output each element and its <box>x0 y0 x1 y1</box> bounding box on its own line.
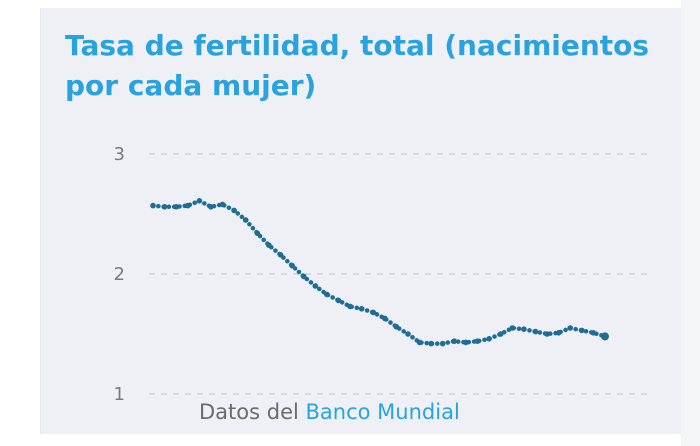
grid-layer: 3 2 1 <box>114 144 653 405</box>
data-point[interactable] <box>532 328 539 335</box>
data-point[interactable] <box>196 198 203 204</box>
data-point[interactable] <box>544 331 550 337</box>
data-point[interactable] <box>439 340 446 347</box>
data-point[interactable] <box>208 204 214 210</box>
data-point[interactable] <box>509 325 516 331</box>
data-point[interactable] <box>358 306 365 312</box>
data-point[interactable] <box>289 262 295 269</box>
data-point[interactable] <box>150 202 156 209</box>
y-tick-label-2: 2 <box>114 264 125 285</box>
data-point[interactable] <box>335 297 342 304</box>
data-point[interactable] <box>300 273 307 280</box>
data-point[interactable] <box>393 324 400 330</box>
data-point[interactable] <box>324 291 330 298</box>
data-point[interactable] <box>428 340 435 347</box>
data-point[interactable] <box>590 330 597 336</box>
world-bank-link[interactable]: Banco Mundial <box>305 400 460 424</box>
data-point[interactable] <box>463 339 469 346</box>
data-point[interactable] <box>242 217 249 223</box>
right-edge-strip <box>681 0 700 446</box>
data-point[interactable] <box>382 315 388 322</box>
data-point[interactable] <box>254 230 261 236</box>
data-point[interactable] <box>277 252 284 258</box>
y-tick-label-1: 1 <box>114 384 125 405</box>
data-point[interactable] <box>161 204 168 210</box>
data-point[interactable] <box>474 338 481 345</box>
data-point[interactable] <box>185 202 191 209</box>
data-point[interactable] <box>416 339 423 346</box>
y-tick-label-3: 3 <box>114 144 125 165</box>
data-point[interactable] <box>521 326 527 333</box>
data-point[interactable] <box>231 207 237 214</box>
data-point[interactable] <box>555 330 562 336</box>
data-point[interactable] <box>173 204 179 210</box>
indicator-card[interactable]: 3 2 1 Tasa de fertilidad, total (nacimient… <box>40 8 681 434</box>
data-point[interactable] <box>347 303 353 310</box>
source-prefix: Datos del <box>199 400 299 424</box>
data-point[interactable] <box>497 331 504 337</box>
chart-title: Tasa de fertilidad, total (nacimientos p… <box>65 29 650 102</box>
data-point[interactable] <box>567 325 573 331</box>
data-source: Datos del Banco Mundial <box>199 400 460 424</box>
data-point[interactable] <box>219 201 226 208</box>
data-point[interactable] <box>266 242 272 248</box>
data-point[interactable] <box>451 338 458 345</box>
data-point[interactable] <box>405 331 411 337</box>
series-layer <box>150 198 609 347</box>
data-point[interactable] <box>370 309 377 316</box>
series-line-0 <box>150 198 608 346</box>
data-point[interactable] <box>579 327 585 334</box>
fertility-line-chart: 3 2 1 <box>114 144 653 405</box>
data-point[interactable] <box>486 336 492 342</box>
data-point[interactable] <box>601 332 609 341</box>
data-point[interactable] <box>312 283 319 289</box>
